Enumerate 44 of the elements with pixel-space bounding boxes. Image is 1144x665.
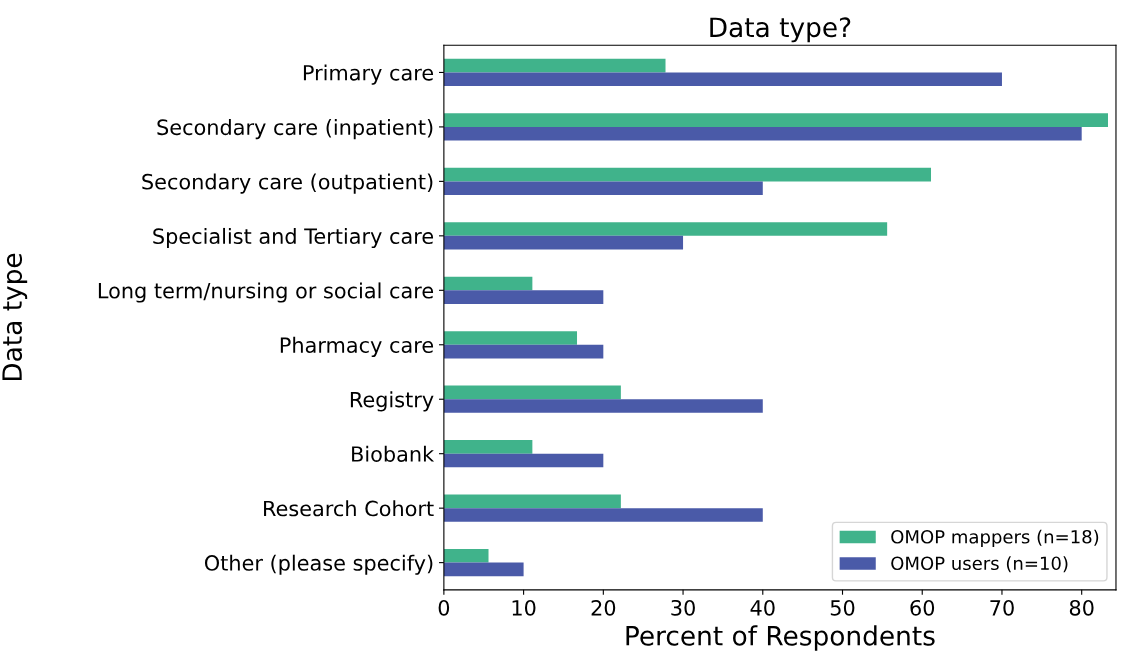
x-tick-label: 70 <box>990 599 1014 616</box>
x-axis-title: Percent of Respondents <box>626 625 935 651</box>
bar <box>443 58 666 73</box>
chart-title: Data type? <box>710 17 851 43</box>
bar <box>443 222 888 236</box>
bar <box>443 290 604 304</box>
x-tick-label: 40 <box>750 599 775 616</box>
y-tick-label: Primary care <box>303 64 434 85</box>
bar <box>443 276 533 291</box>
bar <box>443 235 684 250</box>
bar <box>443 508 763 522</box>
bar <box>443 562 524 577</box>
bar <box>443 181 763 195</box>
bar <box>443 440 533 454</box>
legend-label: OMOP users (n=10) <box>891 556 1068 573</box>
x-tick-label: 0 <box>438 599 450 616</box>
y-axis-title: Data type <box>2 253 28 381</box>
bar <box>443 549 489 563</box>
bar <box>443 331 578 345</box>
bar <box>443 167 931 182</box>
x-tick-label: 60 <box>910 599 935 616</box>
y-tick-label: Long term/nursing or social care <box>98 282 434 303</box>
bar <box>443 126 1082 141</box>
bar <box>443 399 763 413</box>
bar <box>443 72 1002 87</box>
y-tick-label: Research Cohort <box>264 500 434 517</box>
x-tick-label: 30 <box>671 599 695 616</box>
y-tick-label: Secondary care (inpatient) <box>157 119 433 140</box>
bar <box>443 113 1108 127</box>
legend-label: OMOP mappers (n=18) <box>891 529 1099 548</box>
y-tick-label: Pharmacy care <box>280 336 434 358</box>
x-tick-label: 10 <box>512 599 536 616</box>
x-tick-label: 80 <box>1069 599 1094 616</box>
y-tick-label: Specialist and Tertiary care <box>153 227 434 249</box>
x-tick-label: 50 <box>830 599 855 616</box>
x-tick-label: 20 <box>591 599 616 616</box>
y-tick-label: Registry <box>350 391 434 412</box>
bar <box>443 385 621 400</box>
bar <box>443 453 604 468</box>
y-tick-label: Biobank <box>352 445 435 462</box>
bar <box>443 494 621 509</box>
y-tick-label: Secondary care (outpatient) <box>142 173 433 194</box>
y-tick-label: Other (please specify) <box>204 554 433 575</box>
bar <box>443 344 604 359</box>
